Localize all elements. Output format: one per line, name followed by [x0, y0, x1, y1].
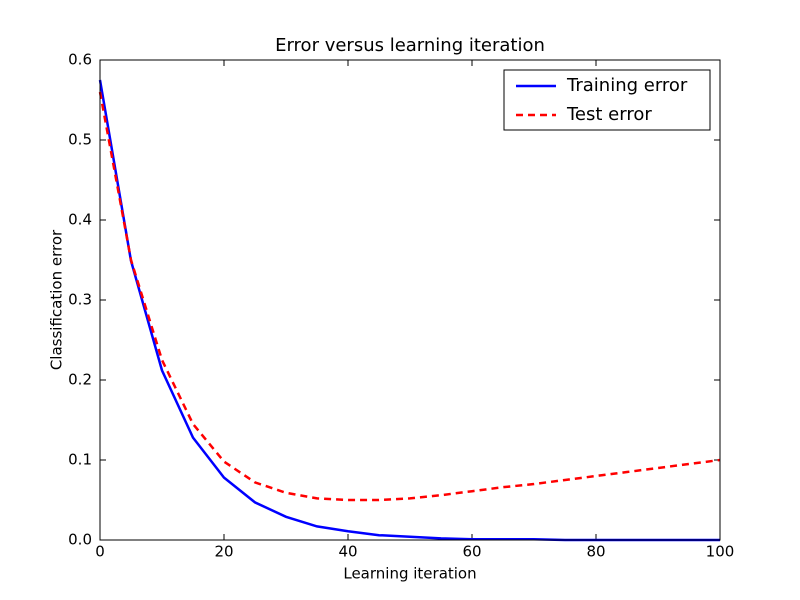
- x-tick-label: 80: [586, 543, 605, 561]
- x-tick-label: 0: [95, 543, 105, 561]
- x-tick-label: 60: [462, 543, 481, 561]
- series-line: [98, 91, 721, 502]
- chart-title: Error versus learning iteration: [275, 35, 545, 56]
- y-tick-label: 0.6: [68, 51, 92, 69]
- legend-label: Training error: [566, 75, 688, 96]
- y-tick-label: 0.3: [68, 291, 92, 309]
- legend-label: Test error: [566, 104, 652, 125]
- x-axis-label: Learning iteration: [343, 565, 476, 583]
- x-tick-label: 40: [338, 543, 357, 561]
- y-tick-label: 0.0: [68, 531, 92, 549]
- y-axis-label: Classification error: [48, 229, 66, 370]
- y-tick-label: 0.2: [68, 371, 92, 389]
- y-tick-label: 0.5: [68, 131, 92, 149]
- y-tick-label: 0.4: [68, 211, 92, 229]
- x-tick-label: 100: [706, 543, 735, 561]
- y-tick-label: 0.1: [68, 451, 92, 469]
- plot-frame: [99, 59, 721, 541]
- x-tick-label: 20: [214, 543, 233, 561]
- legend-box: [503, 69, 711, 131]
